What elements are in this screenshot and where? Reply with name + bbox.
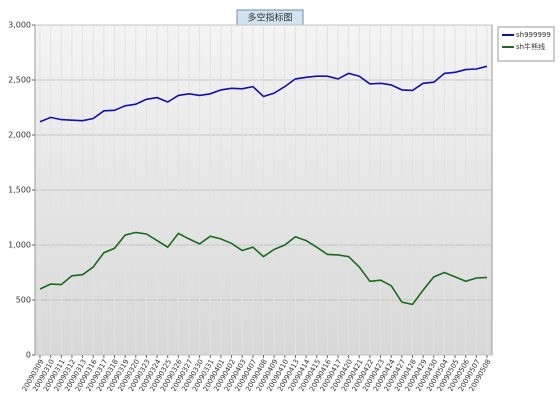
y-tick-label: 1,500	[8, 186, 31, 195]
series-line	[39, 231, 488, 306]
y-tick-label: 2,000	[8, 131, 31, 140]
series-line	[39, 65, 488, 123]
y-tick-label: 0	[26, 351, 31, 360]
y-tick-label: 1,000	[8, 241, 31, 250]
legend-label: sh牛熊线	[516, 42, 545, 51]
y-tick-label: 3,000	[8, 21, 31, 30]
y-tick-label: 500	[16, 296, 31, 305]
chart-title: 多空指标图	[247, 12, 292, 24]
legend	[497, 26, 555, 62]
legend-label: sh999999	[516, 31, 551, 39]
y-tick-label: 2,500	[8, 76, 31, 85]
